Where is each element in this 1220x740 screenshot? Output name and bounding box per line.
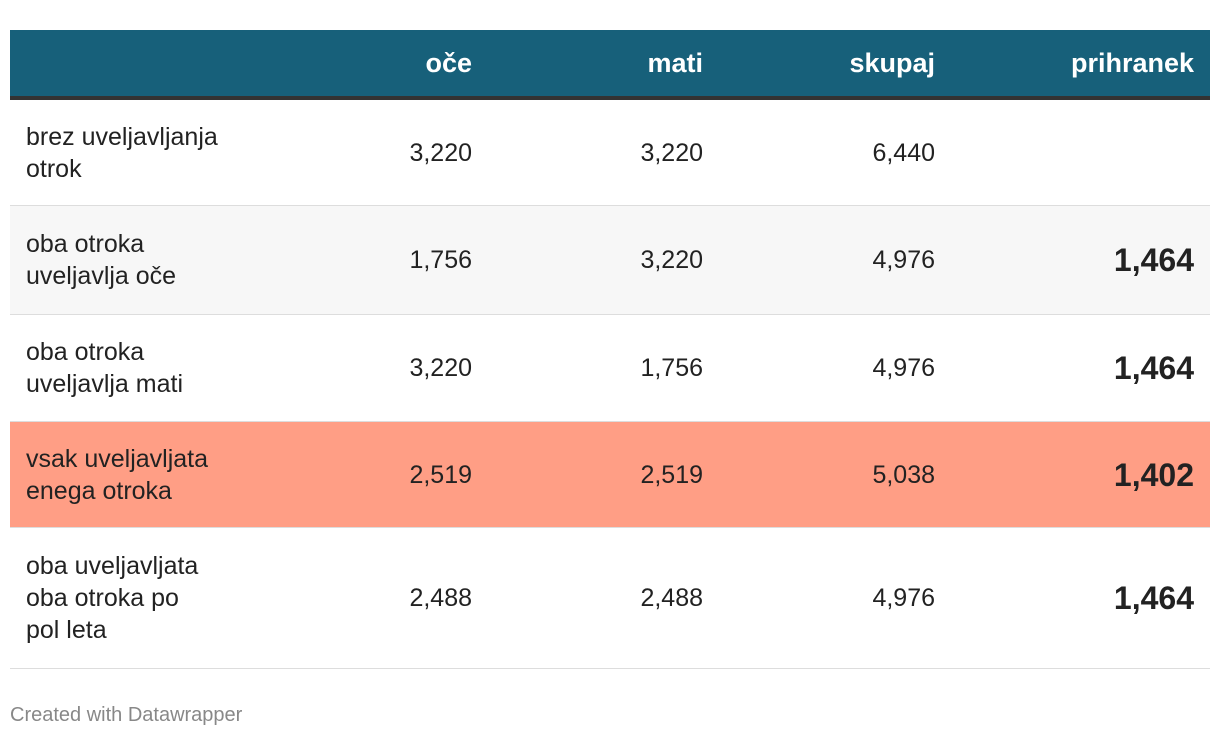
row-label-line: brez uveljavljanja bbox=[26, 122, 218, 151]
row-label-line: oba otroka bbox=[26, 230, 145, 258]
table-cell: 3,220 bbox=[640, 138, 703, 167]
table-cell: 3,220 bbox=[409, 138, 472, 167]
table-cell: 2,488 bbox=[640, 584, 703, 612]
row-label-line: oba otroka po bbox=[26, 584, 179, 612]
row-label-line: vsak uveljavljata bbox=[26, 444, 209, 473]
row-label-line: uveljavlja oče bbox=[26, 262, 177, 290]
row-label-line: enega otroka bbox=[26, 476, 172, 505]
header-row: oče mati skupaj prihranek bbox=[10, 30, 1210, 100]
table-cell: 3,220 bbox=[640, 246, 703, 274]
table-row: oba otroka uveljavlja oče 1,756 3,220 4,976 1… bbox=[10, 206, 1210, 315]
column-header: mati bbox=[647, 47, 703, 78]
table-cell: 4,976 bbox=[872, 584, 935, 612]
row-label-line: otrok bbox=[26, 154, 82, 183]
table-cell: 3,220 bbox=[409, 354, 472, 382]
row-label: oba otroka uveljavlja mati bbox=[10, 336, 240, 400]
table-cell: 1,464 bbox=[1113, 580, 1194, 616]
row-label-line: oba otroka bbox=[26, 338, 145, 366]
row-label: oba uveljavljata oba otroka po pol leta bbox=[10, 550, 240, 646]
table-row: oba uveljavljata oba otroka po pol leta 2,4… bbox=[10, 528, 1210, 669]
table: oče mati skupaj prihranek brez uveljavljanj… bbox=[10, 30, 1210, 669]
row-label: brez uveljavljanja otrok bbox=[10, 121, 240, 185]
table-cell: 4,976 bbox=[872, 354, 935, 382]
column-header: skupaj bbox=[849, 47, 935, 78]
table-row: brez uveljavljanja otrok 3,220 3,220 6,440 bbox=[10, 100, 1210, 206]
row-label: vsak uveljavljata enega otroka bbox=[10, 443, 240, 507]
table-cell: 1,464 bbox=[1113, 242, 1194, 278]
table-cell: 2,519 bbox=[640, 460, 703, 489]
table-cell: 1,464 bbox=[1113, 350, 1194, 386]
table-cell: 4,976 bbox=[872, 246, 935, 274]
column-header: oče bbox=[425, 47, 472, 78]
row-label-line: uveljavlja mati bbox=[26, 370, 184, 398]
row-label-line: oba uveljavljata bbox=[26, 552, 199, 580]
table-cell: 5,038 bbox=[872, 460, 935, 489]
column-header: prihranek bbox=[1070, 47, 1194, 78]
table-cell: 2,488 bbox=[409, 584, 472, 612]
table-cell: 2,519 bbox=[409, 460, 472, 489]
table-cell: 1,756 bbox=[640, 354, 703, 382]
table-row: oba otroka uveljavlja mati 3,220 1,756 4,976… bbox=[10, 315, 1210, 422]
table-cell: 1,756 bbox=[409, 246, 472, 274]
table-cell: 6,440 bbox=[872, 138, 935, 167]
row-label-line: pol leta bbox=[26, 616, 107, 644]
footer: Created with Datawrapper bbox=[10, 704, 243, 726]
table-row: vsak uveljavljata enega otroka 2,519 2,519 5… bbox=[10, 422, 1210, 528]
table-cell: 1,402 bbox=[1113, 456, 1194, 493]
row-label: oba otroka uveljavlja oče bbox=[10, 228, 240, 292]
